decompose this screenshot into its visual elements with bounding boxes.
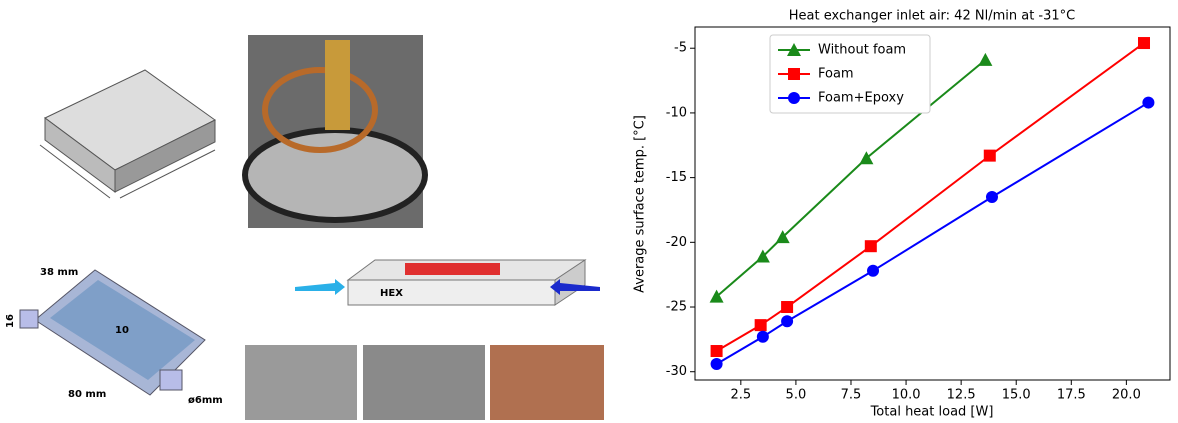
photo bbox=[363, 345, 485, 420]
legend-marker bbox=[788, 92, 800, 104]
marker bbox=[1138, 37, 1150, 49]
y-tick-label: -25 bbox=[666, 300, 687, 315]
dimension-label: 16 bbox=[5, 314, 16, 328]
photo bbox=[245, 345, 357, 420]
dimension-label: 10 bbox=[115, 325, 129, 336]
marker bbox=[781, 315, 793, 327]
y-tick-label: -10 bbox=[666, 105, 687, 120]
marker bbox=[757, 331, 769, 343]
marker bbox=[867, 265, 879, 277]
x-tick-label: 5.0 bbox=[786, 388, 807, 403]
legend-label: Foam bbox=[818, 67, 854, 82]
marker bbox=[781, 301, 793, 313]
photo bbox=[490, 345, 604, 420]
dimension-label: 80 mm bbox=[68, 389, 106, 400]
chart-title: Heat exchanger inlet air: 42 Nl/min at -… bbox=[789, 9, 1075, 24]
x-tick-label: 2.5 bbox=[730, 388, 751, 403]
chart: Heat exchanger inlet air: 42 Nl/min at -… bbox=[633, 9, 1171, 420]
x-tick-label: 20.0 bbox=[1112, 388, 1141, 403]
y-tick-label: -20 bbox=[666, 235, 687, 250]
hex-label: HEX bbox=[380, 288, 403, 299]
hex-diagram: HEX bbox=[295, 260, 600, 305]
x-axis-label: Total heat load [W] bbox=[870, 405, 994, 420]
x-tick-label: 17.5 bbox=[1057, 388, 1086, 403]
photo-feedthrough bbox=[245, 35, 425, 228]
marker bbox=[986, 191, 998, 203]
figure: 38 mm 16 10 80 mm ø6mm HEX Heat exchange… bbox=[0, 0, 1178, 423]
marker bbox=[711, 345, 723, 357]
dimension-label: ø6mm bbox=[188, 395, 223, 406]
marker bbox=[984, 150, 996, 162]
marker bbox=[1142, 97, 1154, 109]
x-tick-label: 12.5 bbox=[947, 388, 976, 403]
marker bbox=[755, 319, 767, 331]
x-tick-label: 7.5 bbox=[841, 388, 862, 403]
marker bbox=[865, 240, 877, 252]
y-tick-label: -5 bbox=[674, 41, 687, 56]
marker bbox=[978, 53, 992, 66]
heat-sink-drawing bbox=[40, 70, 215, 198]
legend-label: Without foam bbox=[818, 43, 906, 58]
x-tick-label: 10.0 bbox=[892, 388, 921, 403]
y-tick-label: -30 bbox=[666, 364, 687, 379]
y-tick-label: -15 bbox=[666, 170, 687, 185]
legend-marker bbox=[788, 68, 800, 80]
dimension-label: 38 mm bbox=[40, 267, 78, 278]
y-axis-label: Average surface temp. [°C] bbox=[633, 115, 648, 293]
cold-plate-drawing: 38 mm 16 10 80 mm ø6mm bbox=[5, 267, 223, 406]
x-tick-label: 15.0 bbox=[1002, 388, 1031, 403]
marker bbox=[711, 358, 723, 370]
legend-label: Foam+Epoxy bbox=[818, 91, 904, 106]
